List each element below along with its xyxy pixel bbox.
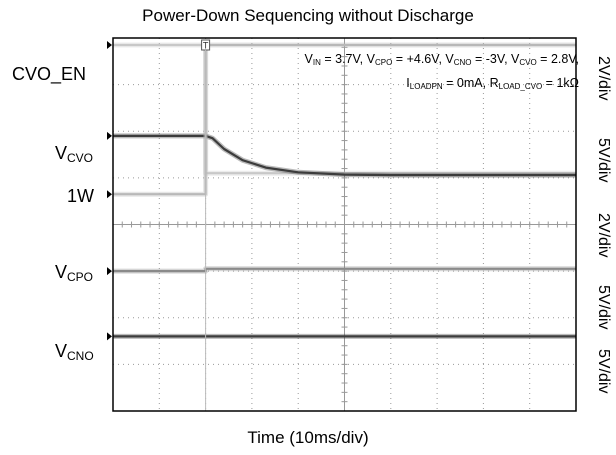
scale-ch1: 2V/div [595, 56, 612, 101]
channel-marker-1w [107, 190, 112, 199]
x-axis-label: Time (10ms/div) [247, 428, 369, 447]
annotation-line-1: VIN = 3.7V, VCPO = +4.6V, VCNO = -3V, VC… [304, 52, 579, 67]
chart-title: Power-Down Sequencing without Discharge [142, 6, 474, 25]
trace-v-cvo [113, 134, 576, 177]
label-cvo-en: CVO_EN [12, 64, 87, 84]
scale-ch4: 5V/div [595, 285, 612, 330]
conditions-annotation: VIN = 3.7V, VCPO = +4.6V, VCNO = -3V, VC… [305, 49, 579, 97]
channel-marker-v-cvo [107, 131, 112, 140]
label-vcno: VCNO [55, 341, 94, 363]
label-vcvo: VCVO [55, 143, 94, 165]
plot-frame [112, 37, 577, 412]
scale-ch5: 5V/div [595, 349, 612, 394]
trigger-marker-label: T [203, 41, 209, 51]
annotation-line-2: ILOADPN = 0mA, RLOAD_CVO = 1kΩ [406, 76, 579, 91]
channel-marker-v-cno [107, 332, 112, 341]
label-vcpo: VCPO [55, 262, 94, 284]
scale-ch3: 2V/div [595, 213, 612, 258]
scale-ch2: 5V/div [595, 138, 612, 183]
channel-marker-cvo-en [107, 40, 112, 49]
channel-marker-v-cpo [107, 267, 112, 276]
label-1w: 1W [67, 186, 94, 206]
